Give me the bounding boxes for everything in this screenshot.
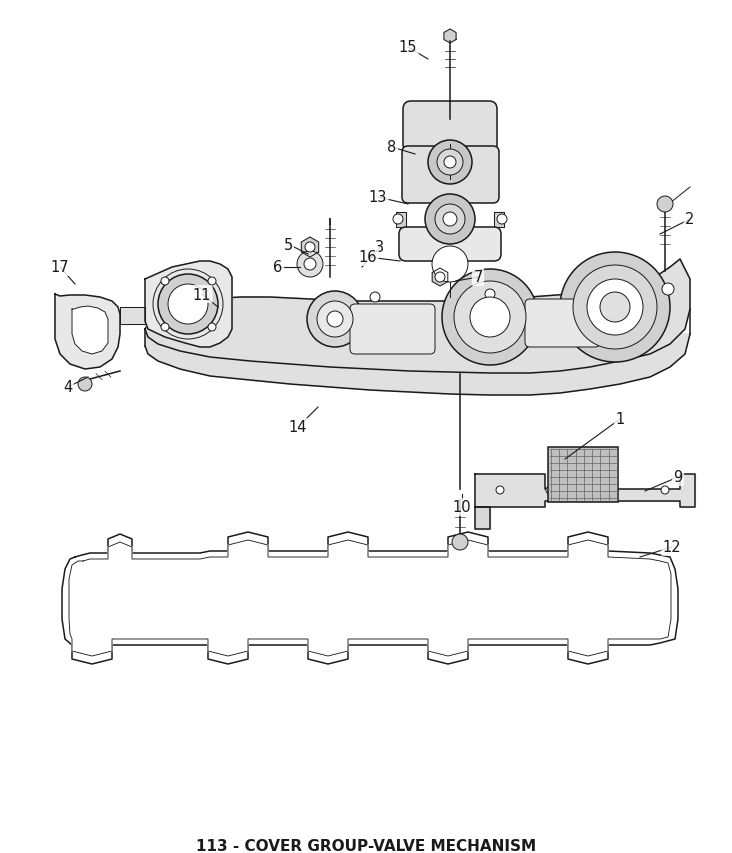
Circle shape — [327, 311, 343, 328]
Circle shape — [454, 281, 526, 354]
Polygon shape — [55, 294, 120, 369]
Text: 16: 16 — [359, 250, 377, 265]
Text: 9: 9 — [673, 470, 683, 485]
Circle shape — [297, 252, 323, 278]
FancyBboxPatch shape — [350, 305, 435, 355]
Circle shape — [470, 298, 510, 338]
Circle shape — [606, 486, 614, 495]
Polygon shape — [494, 212, 504, 228]
Bar — [548, 448, 618, 502]
Circle shape — [317, 302, 353, 338]
Circle shape — [587, 280, 643, 335]
Circle shape — [444, 157, 456, 169]
Polygon shape — [302, 238, 318, 258]
Polygon shape — [145, 259, 690, 374]
Circle shape — [161, 278, 169, 286]
Polygon shape — [475, 474, 695, 508]
Text: 15: 15 — [399, 40, 417, 55]
Polygon shape — [396, 212, 406, 228]
Circle shape — [425, 194, 475, 245]
Circle shape — [661, 486, 669, 495]
Polygon shape — [72, 306, 108, 355]
Circle shape — [304, 258, 316, 270]
Polygon shape — [444, 30, 456, 44]
Circle shape — [442, 270, 538, 366]
Circle shape — [370, 293, 380, 303]
Circle shape — [573, 265, 657, 350]
Text: 7: 7 — [474, 270, 482, 285]
Polygon shape — [475, 508, 490, 530]
Polygon shape — [145, 259, 690, 396]
Circle shape — [600, 293, 630, 322]
Text: 13: 13 — [369, 190, 387, 206]
Circle shape — [189, 302, 201, 314]
Text: 10: 10 — [452, 500, 471, 515]
Circle shape — [428, 141, 472, 185]
Text: 5: 5 — [283, 237, 293, 252]
Circle shape — [496, 486, 504, 495]
Polygon shape — [69, 540, 671, 656]
Circle shape — [662, 284, 674, 296]
Circle shape — [560, 252, 670, 363]
Circle shape — [435, 273, 445, 282]
Polygon shape — [145, 262, 232, 347]
Text: 12: 12 — [662, 540, 681, 554]
Circle shape — [168, 285, 208, 325]
Text: 11: 11 — [193, 287, 212, 302]
Text: 14: 14 — [288, 420, 307, 435]
Text: 3: 3 — [376, 241, 384, 255]
Circle shape — [497, 215, 507, 224]
Circle shape — [452, 534, 468, 550]
Circle shape — [305, 243, 315, 252]
Text: 8: 8 — [387, 141, 397, 155]
FancyBboxPatch shape — [402, 147, 499, 204]
Text: 17: 17 — [51, 260, 70, 276]
Circle shape — [158, 275, 218, 334]
Circle shape — [657, 197, 673, 212]
Text: 4: 4 — [64, 380, 72, 395]
Text: 1: 1 — [616, 412, 624, 427]
Circle shape — [307, 292, 363, 347]
Circle shape — [208, 278, 216, 286]
Circle shape — [161, 323, 169, 332]
Circle shape — [443, 212, 457, 227]
Circle shape — [208, 323, 216, 332]
Circle shape — [78, 378, 92, 392]
Text: 6: 6 — [273, 260, 283, 276]
Circle shape — [437, 150, 463, 176]
FancyBboxPatch shape — [525, 299, 600, 347]
Circle shape — [435, 205, 465, 235]
Polygon shape — [62, 532, 678, 664]
Text: 2: 2 — [685, 212, 695, 227]
Circle shape — [393, 215, 403, 224]
Circle shape — [485, 290, 495, 299]
FancyBboxPatch shape — [403, 102, 497, 153]
Circle shape — [546, 486, 554, 495]
Text: 113 - COVER GROUP-VALVE MECHANISM: 113 - COVER GROUP-VALVE MECHANISM — [196, 838, 536, 853]
Polygon shape — [432, 269, 448, 287]
FancyBboxPatch shape — [399, 228, 501, 262]
Polygon shape — [120, 308, 145, 325]
Circle shape — [432, 247, 468, 282]
